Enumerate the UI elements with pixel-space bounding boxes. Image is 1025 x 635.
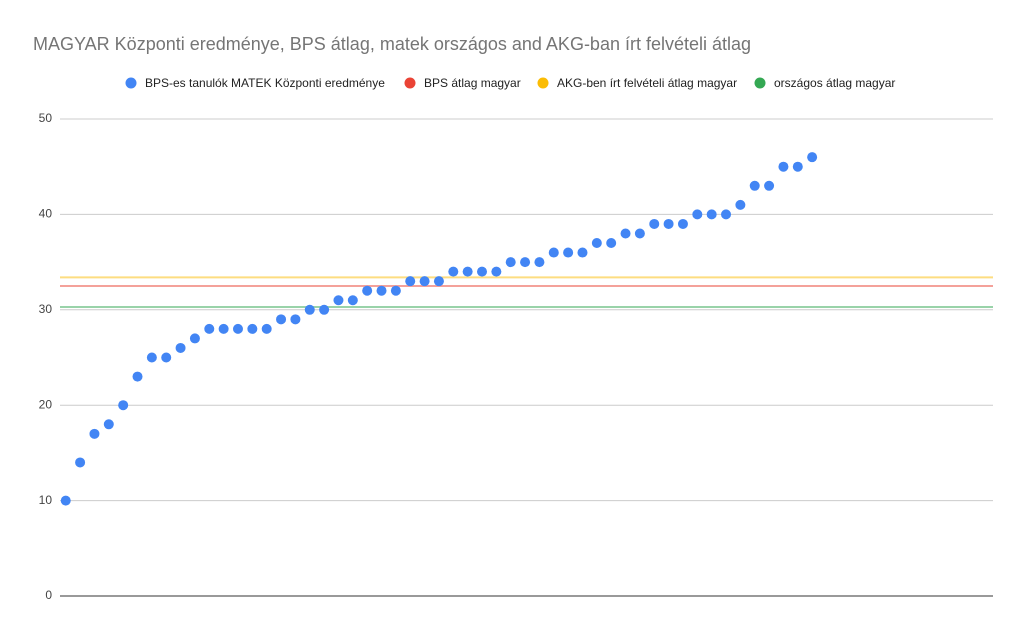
data-point	[764, 180, 775, 191]
data-point	[520, 257, 531, 268]
legend-marker	[404, 77, 416, 89]
legend-label: BPS átlag magyar	[424, 76, 521, 90]
data-point	[290, 314, 301, 325]
data-point	[706, 209, 717, 220]
data-point	[433, 276, 444, 287]
data-point	[462, 266, 473, 277]
data-point	[304, 304, 315, 315]
data-point	[778, 161, 789, 172]
data-point	[692, 209, 703, 220]
chart-title: MAGYAR Központi eredménye, BPS átlag, ma…	[33, 34, 751, 54]
data-point	[60, 495, 71, 506]
data-point	[362, 285, 373, 296]
data-point	[175, 342, 186, 353]
data-point	[276, 314, 287, 325]
legend-label: országos átlag magyar	[774, 76, 895, 90]
data-point	[390, 285, 401, 296]
data-point	[189, 333, 200, 344]
data-point	[347, 295, 358, 306]
data-point	[548, 247, 559, 258]
data-point	[132, 371, 143, 382]
data-point	[663, 218, 674, 229]
legend-label: BPS-es tanulók MATEK Központi eredménye	[145, 76, 385, 90]
data-point	[448, 266, 459, 277]
data-point	[261, 323, 272, 334]
legend-marker	[537, 77, 549, 89]
data-point	[807, 152, 818, 163]
data-point	[620, 228, 631, 239]
data-point	[103, 419, 114, 430]
data-point	[735, 199, 746, 210]
y-tick-label: 40	[39, 207, 53, 221]
data-point	[649, 218, 660, 229]
data-point	[247, 323, 258, 334]
data-point	[232, 323, 243, 334]
data-point	[161, 352, 172, 363]
data-point	[405, 276, 416, 287]
y-tick-label: 0	[45, 588, 52, 602]
data-point	[505, 257, 516, 268]
data-point	[146, 352, 157, 363]
data-point	[491, 266, 502, 277]
data-point	[75, 457, 86, 468]
y-tick-label: 20	[39, 397, 53, 411]
data-point	[218, 323, 229, 334]
data-point	[89, 428, 100, 439]
data-point	[634, 228, 645, 239]
data-point	[319, 304, 330, 315]
y-tick-label: 30	[39, 302, 53, 316]
data-point	[749, 180, 760, 191]
data-point	[677, 218, 688, 229]
data-point	[577, 247, 588, 258]
data-point	[534, 257, 545, 268]
data-point	[333, 295, 344, 306]
data-point	[591, 238, 602, 249]
data-point	[118, 400, 129, 411]
data-point	[376, 285, 387, 296]
legend-marker	[125, 77, 137, 89]
data-point	[721, 209, 732, 220]
legend-marker	[754, 77, 766, 89]
data-point	[204, 323, 215, 334]
data-point	[419, 276, 430, 287]
data-point	[477, 266, 488, 277]
data-point	[792, 161, 803, 172]
y-tick-label: 10	[39, 493, 53, 507]
data-point	[563, 247, 574, 258]
y-tick-label: 50	[39, 111, 53, 125]
legend-label: AKG-ben írt felvételi átlag magyar	[557, 76, 737, 90]
data-point	[606, 238, 617, 249]
